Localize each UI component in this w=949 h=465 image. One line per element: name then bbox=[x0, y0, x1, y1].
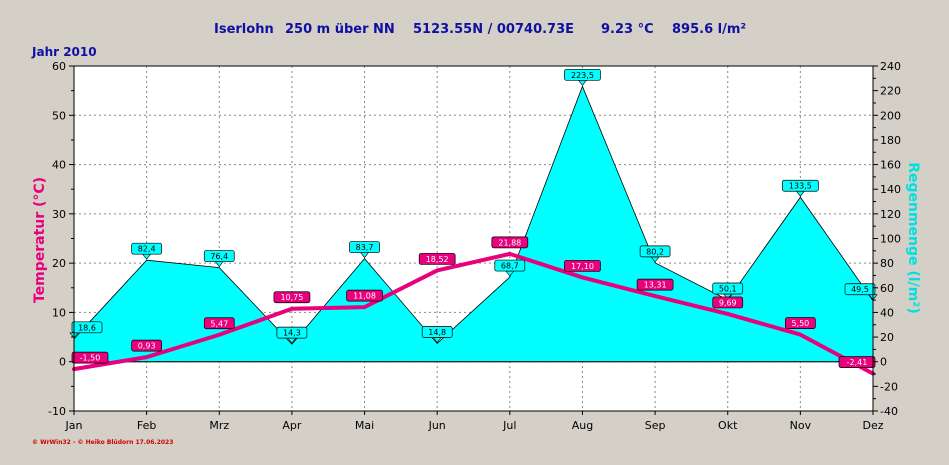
temp-label-8-box bbox=[636, 278, 674, 291]
rain-label-10: 133,5 bbox=[789, 182, 812, 191]
rain-label-6-box bbox=[494, 259, 526, 272]
temp-label-1: 0,93 bbox=[138, 342, 156, 351]
y2-tick-label-9: 140 bbox=[880, 183, 901, 196]
temp-label-1-box bbox=[131, 339, 162, 352]
x-tick-label-4: Mai bbox=[355, 419, 374, 432]
rain-label-8-box bbox=[639, 245, 671, 258]
y2-tick-label-5: 60 bbox=[880, 282, 894, 295]
rain-label-11-box bbox=[844, 283, 876, 296]
y-axis-label: Temperatur (°C) bbox=[32, 177, 48, 303]
rain-label-0-box bbox=[71, 321, 103, 334]
x-tick-label-8: Sep bbox=[645, 419, 666, 432]
temp-label-9-box bbox=[712, 296, 744, 309]
y-tick-label-0: -10 bbox=[48, 405, 66, 418]
year-label: Jahr 2010 bbox=[31, 45, 97, 59]
rain-label-3: 14,3 bbox=[283, 329, 301, 338]
temp-label-4-box bbox=[346, 289, 383, 302]
rain-label-2: 76,4 bbox=[210, 252, 228, 261]
y2-tick-label-7: 100 bbox=[880, 233, 901, 246]
temp-line bbox=[72, 251, 875, 376]
temp-label-8: 13,31 bbox=[644, 281, 667, 290]
temp-label-3-box bbox=[273, 291, 311, 304]
x-tick-label-1: Feb bbox=[137, 419, 156, 432]
y-tick-label-7: 60 bbox=[52, 60, 66, 73]
temp-label-0: -1,50 bbox=[80, 354, 101, 363]
rain-label-2-box bbox=[203, 250, 235, 262]
temp-label-4: 11,08 bbox=[353, 292, 376, 301]
temp-label-5-box bbox=[418, 253, 456, 265]
header-altitude: 250 m über NN bbox=[285, 22, 395, 37]
x-tick-label-0: Jan bbox=[65, 419, 83, 432]
y2-tick-label-13: 220 bbox=[880, 85, 901, 98]
rain-label-11: 49,5 bbox=[851, 285, 869, 294]
rain-label-1-box bbox=[131, 242, 162, 255]
footer-credit: © WrWin32 - © Heiko Blüdorn 17.06.2023 bbox=[32, 439, 173, 446]
x-tick-label-11: Dez bbox=[862, 419, 883, 432]
x-tick-label-3: Apr bbox=[282, 419, 302, 432]
header-mean-temp: 9.23 °C bbox=[601, 22, 654, 37]
y2-tick-label-4: 40 bbox=[880, 306, 894, 319]
rain-label-6: 68,7 bbox=[501, 262, 519, 271]
rain-label-0: 18,6 bbox=[78, 323, 96, 332]
rain-label-4-box bbox=[349, 241, 380, 253]
x-tick-label-9: Okt bbox=[718, 419, 738, 432]
y2-tick-label-6: 80 bbox=[880, 257, 894, 270]
y2-tick-label-2: 0 bbox=[880, 356, 887, 369]
y-tick-label-1: 0 bbox=[59, 356, 66, 369]
y2-axis-label: Regenmenge (l/m²) bbox=[905, 162, 921, 314]
rain-label-9-box bbox=[712, 282, 744, 295]
temp-label-3: 10,75 bbox=[280, 293, 303, 302]
rain-label-7: 223,5 bbox=[571, 71, 594, 80]
temp-label-2-box bbox=[203, 317, 235, 330]
y2-tick-label-0: -40 bbox=[880, 405, 898, 418]
y-tick-label-4: 30 bbox=[52, 208, 66, 221]
rain-label-7-box bbox=[564, 68, 601, 81]
y2-tick-label-3: 20 bbox=[880, 331, 894, 344]
x-tick-label-2: Mrz bbox=[209, 419, 229, 432]
y-tick-label-3: 20 bbox=[52, 257, 66, 270]
x-tick-label-5: Jun bbox=[428, 419, 446, 432]
x-tick-label-10: Nov bbox=[790, 419, 812, 432]
y2-tick-label-1: -20 bbox=[880, 380, 898, 393]
temp-label-10: 5,50 bbox=[791, 319, 809, 328]
header-coords: 5123.55N / 00740.73E bbox=[413, 22, 574, 37]
temp-label-7-box bbox=[564, 260, 601, 272]
rain-label-10-box bbox=[782, 179, 819, 192]
temp-label-2: 5,47 bbox=[210, 319, 228, 328]
y2-tick-label-12: 200 bbox=[880, 109, 901, 122]
header-total-rain: 895.6 l/m² bbox=[672, 22, 746, 37]
y2-tick-label-11: 180 bbox=[880, 134, 901, 147]
x-tick-label-7: Aug bbox=[572, 419, 593, 432]
x-tick-label-6: Jul bbox=[502, 419, 516, 432]
rain-label-3-box bbox=[276, 326, 308, 339]
rain-area bbox=[73, 85, 874, 363]
y2-tick-label-10: 160 bbox=[880, 159, 901, 172]
rain-label-9: 50,1 bbox=[719, 284, 737, 293]
temp-label-10-box bbox=[785, 317, 816, 329]
rain-label-4: 83,7 bbox=[356, 243, 374, 252]
temp-label-5: 18,52 bbox=[426, 255, 449, 264]
rain-label-1: 82,4 bbox=[138, 245, 156, 254]
header-station: Iserlohn bbox=[214, 22, 274, 37]
y-tick-label-5: 40 bbox=[52, 159, 66, 172]
temp-label-6-box bbox=[491, 236, 529, 249]
temp-label-0-box bbox=[71, 351, 109, 364]
y2-tick-label-14: 240 bbox=[880, 60, 901, 73]
y-tick-label-6: 50 bbox=[52, 109, 66, 122]
y-tick-label-2: 10 bbox=[52, 306, 66, 319]
temp-label-9: 9,69 bbox=[719, 298, 737, 307]
temp-label-6: 21,88 bbox=[498, 238, 521, 247]
temp-label-11: -2,41 bbox=[847, 358, 868, 367]
rain-label-8: 80,2 bbox=[646, 247, 664, 256]
rain-label-5-box bbox=[421, 326, 453, 338]
y2-tick-label-8: 120 bbox=[880, 208, 901, 221]
temp-label-7: 17,10 bbox=[571, 262, 594, 271]
rain-label-5: 14,8 bbox=[428, 328, 446, 337]
